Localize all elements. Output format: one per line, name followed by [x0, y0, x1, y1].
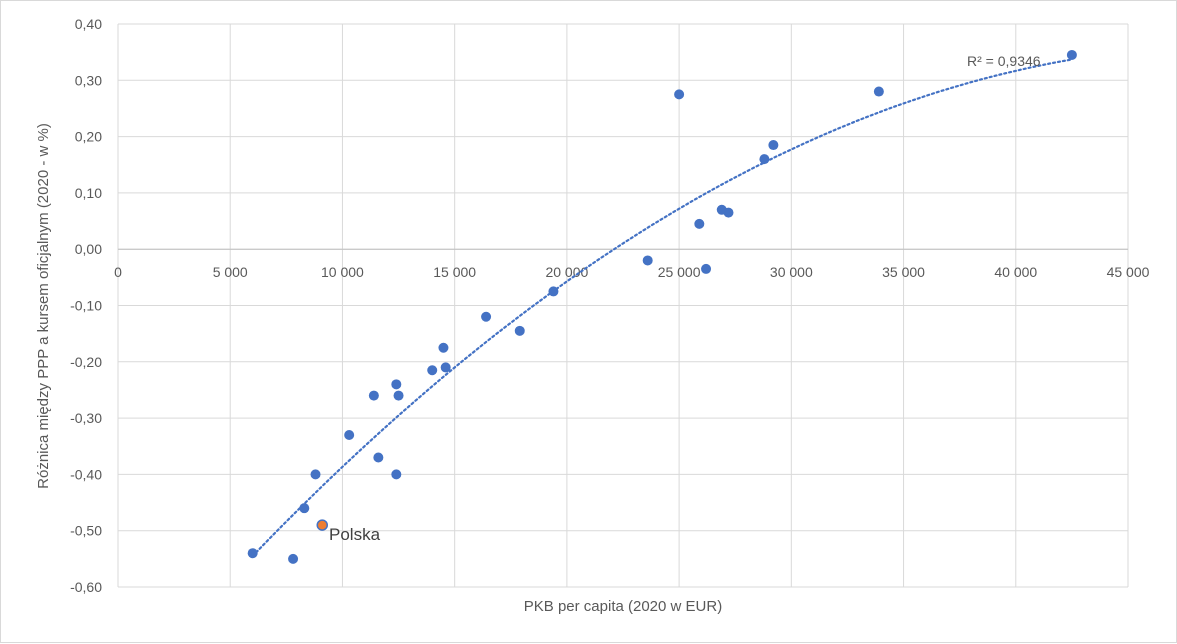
data-point	[427, 365, 438, 376]
x-tick-label: 0	[114, 264, 122, 280]
y-tick-label: 0,00	[75, 241, 102, 257]
data-point	[288, 553, 299, 564]
x-axis-title: PKB per capita (2020 w EUR)	[524, 598, 722, 615]
data-point	[759, 154, 770, 165]
data-point	[391, 469, 402, 480]
data-point-polska	[316, 519, 328, 531]
data-point	[247, 548, 258, 559]
data-point	[440, 362, 451, 373]
data-point	[310, 469, 321, 480]
x-tick-label: 20 000	[545, 264, 588, 280]
data-point	[373, 452, 384, 463]
x-tick-label: 25 000	[658, 264, 701, 280]
y-tick-label: -0,40	[70, 466, 102, 482]
x-tick-label: 30 000	[770, 264, 813, 280]
y-axis-title: Różnica między PPP a kursem oficjalnym (…	[35, 123, 52, 489]
trendline-layer	[251, 58, 1073, 558]
x-tick-label: 45 000	[1107, 264, 1150, 280]
y-tick-label: 0,40	[75, 16, 102, 32]
data-point	[723, 207, 734, 218]
y-tick-label: 0,30	[75, 72, 102, 88]
data-point	[438, 342, 449, 353]
data-point	[768, 140, 779, 151]
y-tick-label: 0,20	[75, 129, 102, 145]
x-tick-label: 10 000	[321, 264, 364, 280]
y-tick-label: -0,50	[70, 523, 102, 539]
data-point	[694, 218, 705, 229]
data-point	[514, 325, 525, 336]
data-point	[344, 429, 355, 440]
y-tick-label: 0,10	[75, 185, 102, 201]
data-point	[1066, 49, 1077, 60]
data-point	[368, 390, 379, 401]
data-point	[391, 379, 402, 390]
data-points	[247, 49, 1077, 564]
data-point	[674, 89, 685, 100]
r-squared-label: R² = 0,9346	[967, 53, 1041, 69]
data-point	[642, 255, 653, 266]
x-tick-label: 40 000	[994, 264, 1037, 280]
y-tick-label: -0,60	[70, 579, 102, 595]
x-tick-label: 5 000	[213, 264, 248, 280]
x-tick-label: 15 000	[433, 264, 476, 280]
data-point	[393, 390, 404, 401]
trendline	[251, 58, 1073, 558]
data-point	[481, 311, 492, 322]
axes: 0 5 000 10 000 15 000 20 000 25 000 30 000 35 0…	[70, 16, 1150, 595]
data-point	[701, 263, 712, 274]
y-tick-label: -0,10	[70, 298, 102, 314]
y-tick-label: -0,20	[70, 354, 102, 370]
data-point	[299, 503, 310, 514]
x-tick-label: 35 000	[882, 264, 925, 280]
data-point	[548, 286, 559, 297]
grid-lines	[117, 23, 1129, 588]
labels: PKB per capita (2020 w EUR) Różnica międ…	[35, 53, 1041, 615]
data-point	[873, 86, 884, 97]
polska-label: Polska	[329, 525, 381, 544]
y-tick-label: -0,30	[70, 410, 102, 426]
